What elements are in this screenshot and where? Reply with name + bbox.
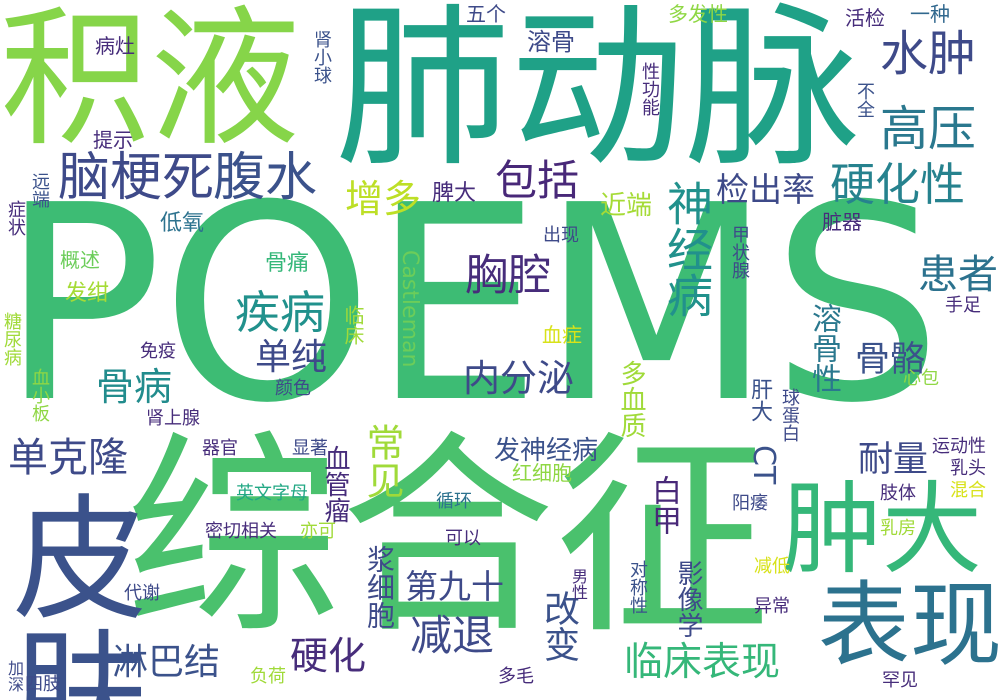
word-imaging: 影像学	[675, 560, 701, 638]
word-common: 常见	[363, 423, 401, 499]
word-globulin: 球蛋白	[780, 388, 798, 442]
word-bone-pain: 骨痛	[265, 253, 309, 275]
word-hepatomegaly: 肝大	[748, 378, 770, 422]
word-pericardium: 心包	[903, 370, 939, 388]
word-limb: 肢体	[880, 485, 916, 503]
word-a-kind: 一种	[910, 4, 950, 24]
word-ascites: 腹水	[213, 152, 317, 204]
word-cerebral-infarction: 脑梗死	[58, 152, 214, 204]
word-manifestation: 表现	[818, 580, 1000, 672]
word-include: 包括	[495, 160, 579, 202]
word-rare: 罕见	[882, 672, 918, 690]
word-ninetieth: 第九十	[405, 570, 504, 603]
word-male: 男性	[570, 568, 586, 600]
word-sexual-function: 性功能	[640, 62, 658, 116]
word-effusion: 积液	[0, 5, 300, 155]
word-metabolism: 代谢	[124, 585, 160, 603]
word-adrenal: 肾上腺	[146, 410, 200, 428]
word-hint: 提示	[93, 130, 133, 150]
word-overview: 概述	[60, 250, 100, 270]
word-pulmonary-artery: 肺动脉	[335, 2, 860, 177]
word-tolerance: 耐量	[858, 443, 928, 478]
word-distal: 远端	[30, 172, 48, 208]
word-ct: CT	[748, 445, 778, 484]
word-load: 负荷	[250, 668, 286, 686]
word-clinical: 临床	[343, 305, 363, 345]
word-hypoxia: 低氧	[160, 213, 204, 235]
word-impotence: 阳痿	[732, 495, 768, 513]
word-symmetric: 对称性	[628, 560, 646, 614]
word-insufficiency: 不全	[855, 82, 873, 118]
word-patient: 患者	[918, 255, 998, 295]
word-can: 可以	[445, 530, 481, 548]
word-immunity: 免疫	[140, 343, 176, 361]
word-disease: 疾病	[235, 290, 325, 335]
word-neuropathy: 神经病	[664, 180, 710, 318]
word-extremities: 四肢	[25, 676, 61, 694]
word-change: 改变	[540, 590, 576, 662]
word-mixed: 混合	[950, 482, 986, 500]
word-five: 五个	[466, 4, 506, 24]
word-edema: 水肿	[880, 30, 976, 78]
word-splenomegaly: 脾大	[432, 183, 476, 205]
word-circulation: 循环	[436, 493, 472, 511]
word-blood-disorder: 血症	[542, 325, 582, 345]
word-lymph-node: 淋巴结	[112, 645, 220, 681]
word-cyanosis: 发绀	[65, 283, 109, 305]
word-lesion: 病灶	[95, 36, 135, 56]
word-osteolytic: 溶骨性	[808, 303, 838, 393]
word-glomerulus: 肾小球	[312, 30, 330, 84]
word-diabetes: 糖尿病	[2, 312, 20, 366]
word-castleman: Castleman	[398, 250, 420, 367]
word-organ: 脏器	[822, 212, 862, 232]
word-english-letters: 英文字母	[236, 485, 308, 503]
word-endocrine: 内分泌	[463, 360, 574, 397]
word-nipple: 乳头	[950, 460, 986, 478]
word-platelet: 血小板	[30, 368, 48, 422]
word-hypertension: 高压	[880, 105, 976, 153]
word-breast: 乳房	[880, 520, 916, 538]
word-plasma-cell: 浆细胞	[365, 545, 393, 629]
word-organs: 器官	[202, 440, 238, 458]
word-increase: 增多	[345, 180, 421, 218]
word-proximal: 近端	[600, 193, 652, 219]
word-chest-cavity: 胸腔	[465, 255, 551, 298]
word-thyroid: 甲状腺	[730, 225, 748, 279]
word-significant: 显著	[292, 440, 328, 458]
word-white-nail: 白甲	[648, 475, 678, 535]
word-bone-disease: 骨病	[96, 368, 172, 406]
word-decline: 减退	[410, 615, 494, 657]
word-simple: 单纯	[255, 340, 327, 376]
word-sclerotic: 硬化性	[830, 162, 965, 207]
word-clinical-manifestation: 临床表现	[624, 643, 780, 682]
word-color: 颜色	[275, 380, 311, 398]
word-osteolysis: 溶骨	[527, 30, 575, 54]
word-sclerosis: 硬化	[290, 637, 366, 675]
word-also: 亦可	[300, 523, 336, 541]
word-monoclonal: 单克隆	[8, 438, 128, 478]
word-deepen: 加深	[6, 660, 22, 692]
word-hand-foot: 手足	[945, 297, 981, 315]
word-motor: 运动性	[932, 438, 986, 456]
word-polycythemia: 多血质	[618, 360, 644, 438]
word-closely-related: 密切相关	[205, 523, 277, 541]
word-red-blood-cell: 红细胞	[512, 463, 572, 483]
word-abnormal: 异常	[754, 598, 790, 616]
word-biopsy: 活检	[845, 8, 885, 28]
word-detection-rate: 检出率	[716, 173, 815, 206]
word-appear: 出现	[543, 227, 579, 245]
word-symptom: 症状	[6, 200, 24, 236]
word-reduced: 减低	[754, 558, 790, 576]
word-multiple: 多发性	[668, 4, 728, 24]
word-hirsutism: 多毛	[498, 668, 534, 686]
